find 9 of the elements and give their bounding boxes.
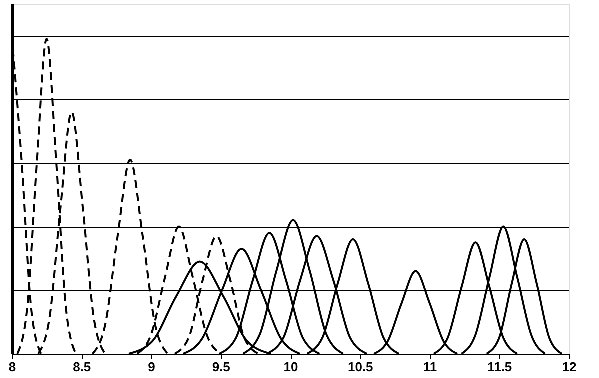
x-tick-label: 10.5 xyxy=(348,360,374,374)
x-tick-label: 11 xyxy=(423,360,438,374)
x-tick-label: 9 xyxy=(148,360,156,374)
x-tick-label: 10 xyxy=(284,360,298,374)
x-tick-label: 8.5 xyxy=(73,360,92,374)
x-tick-label: 9.5 xyxy=(212,360,230,374)
x-tick-label: 8 xyxy=(8,360,16,374)
x-tick-label: 11.5 xyxy=(488,360,512,374)
x-tick-label: 12 xyxy=(562,360,577,374)
